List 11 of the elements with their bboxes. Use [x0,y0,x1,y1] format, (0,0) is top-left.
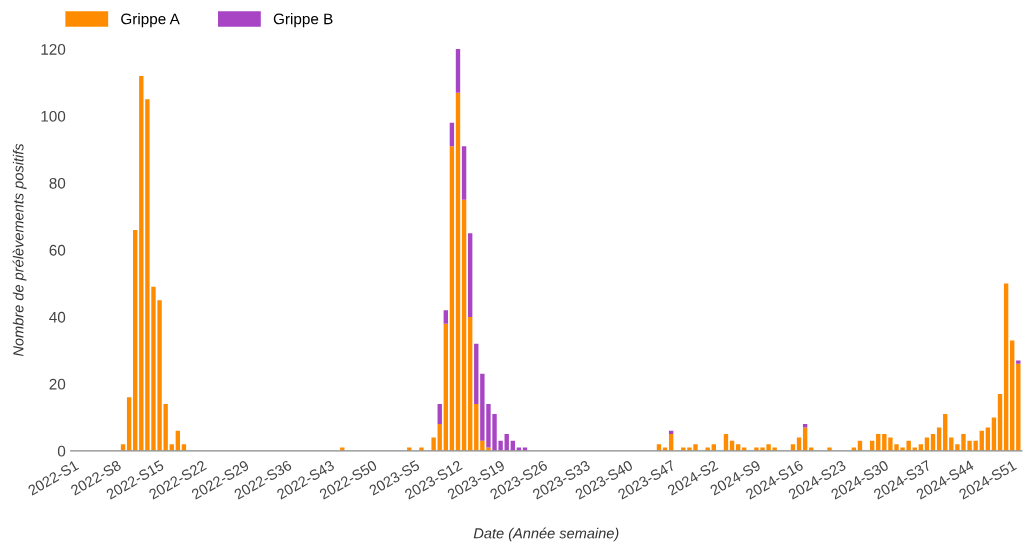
y-tick-label: 120 [41,43,66,55]
y-tick-label: 80 [49,177,66,189]
y-tick-label: 40 [49,311,66,323]
y-tick-label: 100 [41,110,66,122]
legend-label: Grippe B [273,13,333,28]
y-tick-label: 60 [49,244,66,256]
y-tick-label: 0 [57,445,66,457]
y-tick-label: 20 [49,378,66,390]
y-axis-title: Nombre de prélèvements positifs [12,143,27,357]
legend-label: Grippe A [121,13,180,28]
x-axis-title: Date (Année semaine) [473,527,619,542]
